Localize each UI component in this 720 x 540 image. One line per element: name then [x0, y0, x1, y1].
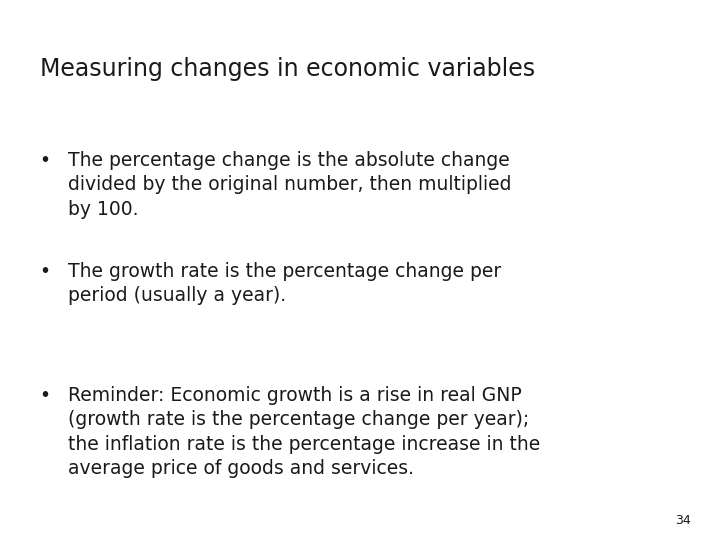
Text: The growth rate is the percentage change per
period (usually a year).: The growth rate is the percentage change… — [68, 262, 502, 305]
Text: The percentage change is the absolute change
divided by the original number, the: The percentage change is the absolute ch… — [68, 151, 512, 219]
Text: •: • — [40, 386, 50, 405]
Text: •: • — [40, 262, 50, 281]
Text: Measuring changes in economic variables: Measuring changes in economic variables — [40, 57, 535, 80]
Text: Reminder: Economic growth is a rise in real GNP
(growth rate is the percentage c: Reminder: Economic growth is a rise in r… — [68, 386, 541, 478]
Text: •: • — [40, 151, 50, 170]
Text: 34: 34 — [675, 514, 691, 526]
